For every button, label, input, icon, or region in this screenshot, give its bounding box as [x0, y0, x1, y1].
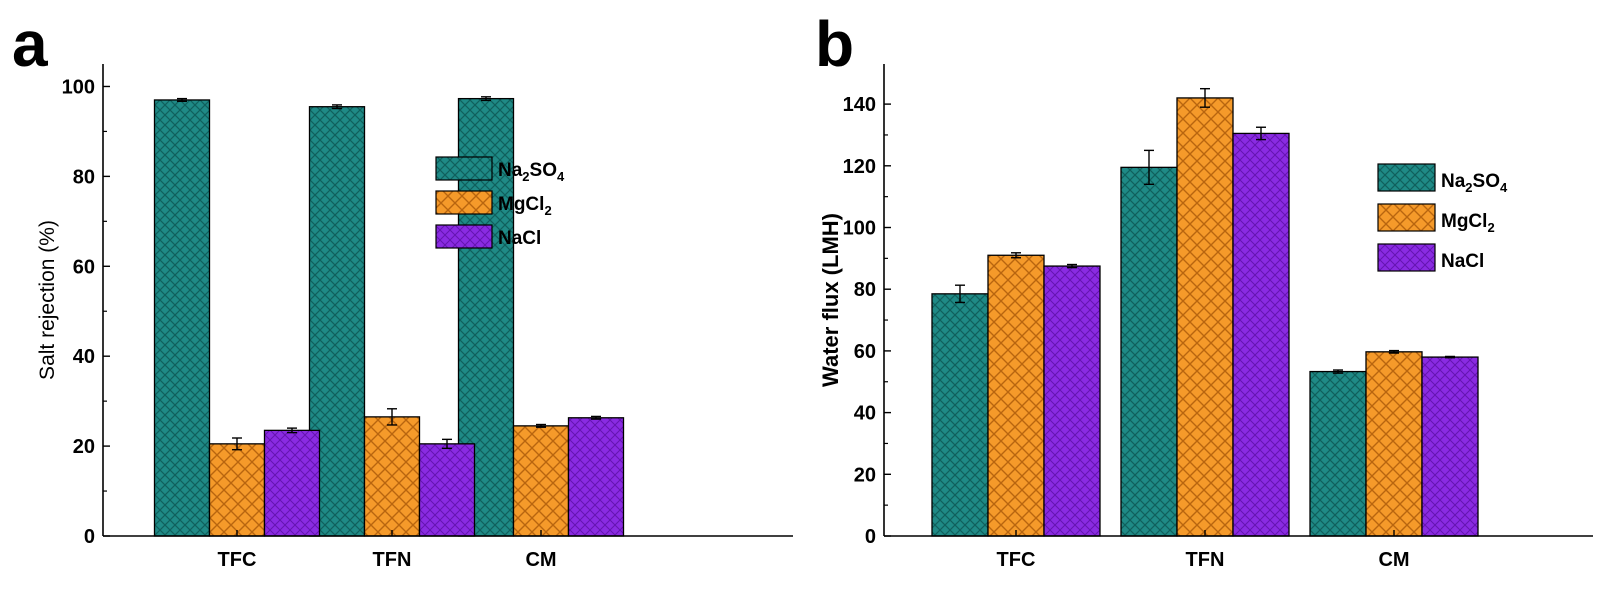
bar-tfn-orange [1176, 97, 1234, 537]
panel-b: b Water flux (LMH) 0 20 40 60 80 100 120 140 TFC… [815, 8, 1593, 571]
legend-label-teal: Na2SO4 [498, 160, 565, 184]
error-bar [481, 96, 491, 102]
y-tick-label: 0 [865, 526, 876, 548]
legend-label-teal: Na2SO4 [1441, 171, 1508, 195]
panel-a-letter: a [12, 8, 48, 80]
y-tick-label: 0 [84, 526, 95, 548]
y-tick-label: 100 [843, 218, 876, 240]
bar-tfn-purple [418, 443, 476, 537]
error-bar [232, 437, 242, 451]
error-bar [1067, 263, 1077, 269]
bar-tfn-teal [1120, 166, 1178, 537]
legend-swatch-purple [435, 224, 493, 249]
x-tick-label-tfc: TFC [218, 549, 257, 571]
error-bar [1011, 252, 1021, 259]
bar-tfn-purple [1232, 132, 1290, 537]
panel-b-plot: 0 20 40 60 80 100 120 140 TFC TFN CM Na2SO4 MgCl2 NaC… [843, 64, 1593, 571]
bar-tfc-purple [1043, 265, 1101, 537]
y-tick-label: 40 [854, 403, 876, 425]
legend-swatch-teal [435, 156, 493, 181]
y-tick-label: 120 [843, 156, 876, 178]
panel-b-y-axis-title: Water flux (LMH) [818, 213, 843, 387]
legend-label-purple: NaCl [1441, 251, 1484, 272]
error-bar [591, 415, 601, 420]
x-tick-label-tfc: TFC [997, 549, 1036, 571]
panel-a: a Salt rejection (%) 0 20 40 60 80 100 TFC TFN C… [12, 8, 793, 571]
legend-swatch-teal [1377, 163, 1436, 192]
error-bar [1389, 349, 1399, 354]
legend: Na2SO4 MgCl2 NaCl [435, 156, 565, 249]
error-bar [536, 423, 546, 428]
bar-tfc-purple [263, 429, 321, 537]
bar-tfc-teal [931, 293, 989, 537]
bar-cm-purple [1421, 356, 1479, 537]
legend-swatch-purple [1377, 243, 1436, 272]
y-tick-label: 40 [73, 346, 95, 368]
bar-tfn-orange [363, 416, 421, 537]
bar-tfc-orange [208, 443, 266, 537]
legend-swatch-orange [1377, 203, 1436, 232]
y-tick-label: 100 [62, 76, 95, 98]
panel-a-y-axis-title: Salt rejection (%) [36, 220, 59, 380]
legend-label-purple: NaCl [498, 228, 541, 249]
error-bar [1256, 126, 1266, 141]
bar-cm-orange [512, 425, 570, 537]
error-bar [287, 427, 297, 434]
bar-tfc-teal [153, 99, 211, 537]
legend-label-orange: MgCl2 [498, 194, 552, 218]
error-bar [1144, 149, 1154, 186]
legend: Na2SO4 MgCl2 NaCl [1377, 163, 1508, 272]
y-tick-label: 20 [73, 436, 95, 458]
bar-tfc-orange [987, 254, 1045, 537]
x-tick-label-tfn: TFN [1186, 549, 1225, 571]
y-tick-label: 60 [854, 341, 876, 363]
legend-label-orange: MgCl2 [1441, 211, 1495, 235]
y-tick-label: 60 [73, 256, 95, 278]
legend-swatch-orange [435, 190, 493, 215]
y-tick-label: 20 [854, 464, 876, 486]
x-tick-label-tfn: TFN [373, 549, 412, 571]
panel-a-plot: 0 20 40 60 80 100 TFC TFN CM Na2SO4 MgCl2 NaCl [62, 64, 793, 571]
error-bar [177, 97, 187, 103]
error-bar [1200, 87, 1210, 108]
error-bar [387, 408, 397, 426]
error-bar [1333, 369, 1343, 374]
error-bar [955, 284, 965, 304]
error-bar [1445, 355, 1455, 359]
bar-cm-orange [1365, 351, 1423, 537]
y-tick-label: 140 [843, 94, 876, 116]
y-tick-label: 80 [73, 166, 95, 188]
y-tick-label: 80 [854, 279, 876, 301]
error-bar [332, 104, 342, 110]
bar-cm-purple [567, 417, 625, 537]
x-tick-label-cm: CM [525, 549, 556, 571]
x-tick-label-cm: CM [1378, 549, 1409, 571]
panel-b-letter: b [815, 8, 854, 80]
error-bar [442, 438, 452, 450]
bar-cm-teal [1309, 370, 1367, 537]
